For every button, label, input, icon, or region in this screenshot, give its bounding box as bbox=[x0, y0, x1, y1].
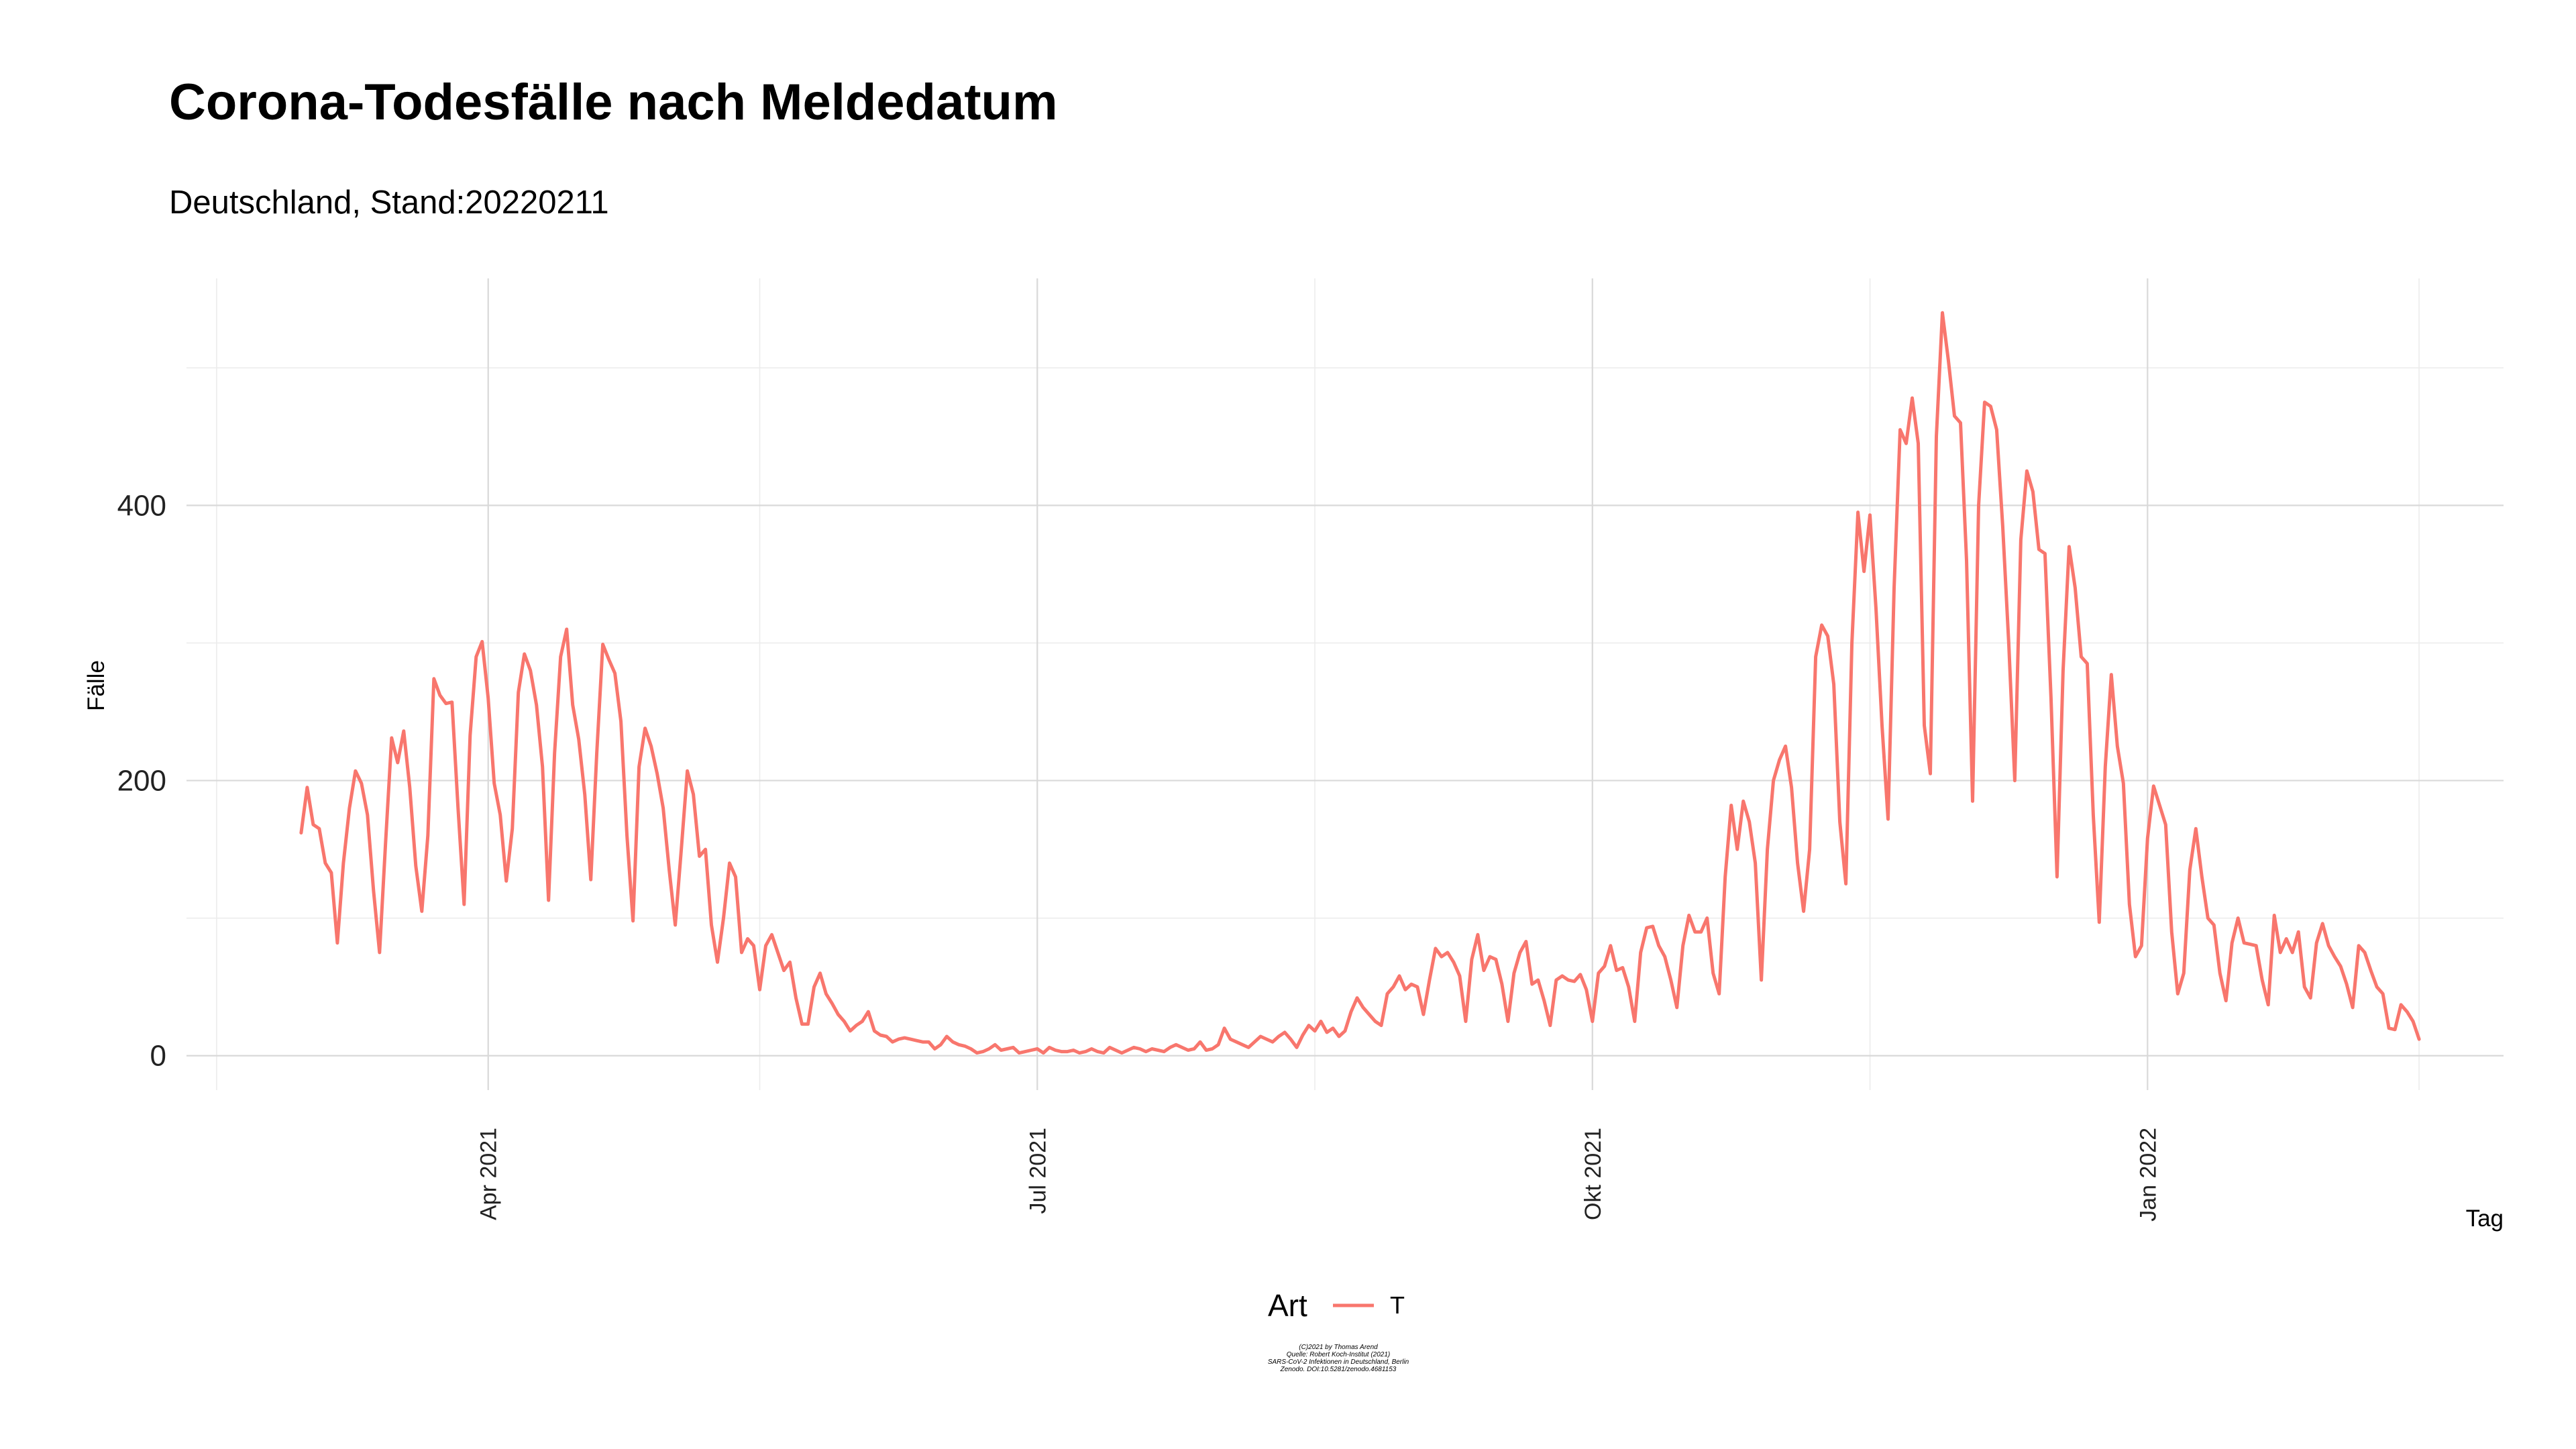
y-axis-ticks: 0 200 400 bbox=[117, 489, 166, 1072]
series-layer bbox=[299, 311, 2421, 1055]
chart-subtitle: Deutschland, Stand:20220211 bbox=[169, 184, 609, 221]
caption-line-1: (C)2021 by Thomas Arend bbox=[1299, 1344, 1378, 1351]
y-tick-label: 200 bbox=[117, 765, 166, 798]
caption-line-3: SARS-CoV-2 Infektionen in Deutschland, B… bbox=[1268, 1358, 1409, 1366]
x-tick-label: Jan 2022 bbox=[2135, 1128, 2161, 1222]
series-line-T bbox=[299, 311, 2421, 1055]
y-tick-label: 0 bbox=[150, 1040, 166, 1073]
legend-item-label: T bbox=[1390, 1291, 1405, 1319]
x-tick-label: Okt 2021 bbox=[1580, 1128, 1606, 1220]
x-axis-label: Tag bbox=[2466, 1205, 2504, 1232]
legend: Art T bbox=[1268, 1288, 1405, 1323]
x-axis-ticks: Apr 2021 Jul 2021 Okt 2021 Jan 2022 bbox=[476, 1128, 2161, 1222]
chart-title: Corona-Todesfälle nach Meldedatum bbox=[169, 74, 1058, 131]
x-tick-label: Jul 2021 bbox=[1025, 1128, 1051, 1214]
grid bbox=[186, 278, 2504, 1090]
y-axis-label: Fälle bbox=[83, 660, 109, 711]
caption: (C)2021 by Thomas Arend Quelle: Robert K… bbox=[1268, 1344, 1409, 1373]
caption-line-2: Quelle: Robert Koch-Institut (2021) bbox=[1287, 1351, 1391, 1358]
y-tick-label: 400 bbox=[117, 489, 166, 522]
x-tick-label: Apr 2021 bbox=[476, 1128, 502, 1220]
caption-line-4: Zenodo. DOI:10.5281/zenodo.4681153 bbox=[1280, 1366, 1397, 1373]
legend-title: Art bbox=[1268, 1288, 1307, 1323]
